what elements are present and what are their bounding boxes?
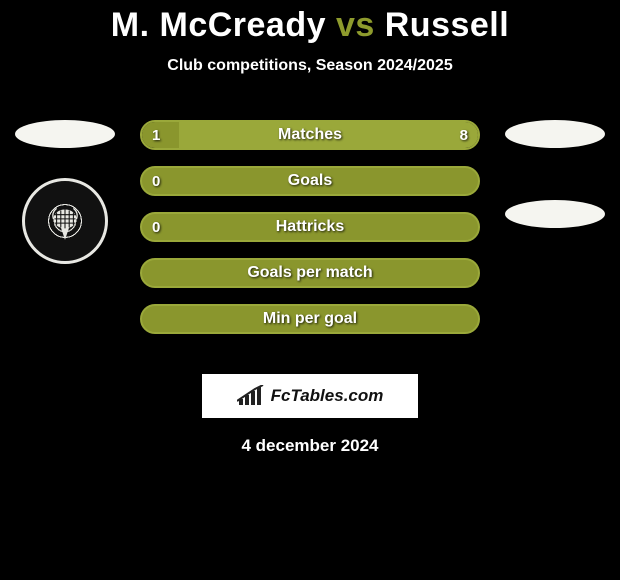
footer-area: FcTables.com 4 december 2024 xyxy=(0,352,620,456)
thistle-icon xyxy=(44,200,86,242)
player1-name: M. McCready xyxy=(111,6,326,44)
bar-value-right: 8 xyxy=(460,122,468,148)
bar-value-left: 0 xyxy=(152,168,160,194)
stat-bars: Matches18Goals0Hattricks0Goals per match… xyxy=(140,120,480,334)
bar-label: Goals per match xyxy=(142,264,478,282)
player-right-photo xyxy=(505,120,605,148)
bar-value-left: 1 xyxy=(152,122,160,148)
bar-label: Matches xyxy=(142,126,478,144)
bar-label: Goals xyxy=(142,172,478,190)
footer-date: 4 december 2024 xyxy=(0,436,620,456)
comparison-card: M. McCready vs Russell Club competitions… xyxy=(0,0,620,75)
stat-bar: Hattricks0 xyxy=(140,212,480,242)
page-title: M. McCready vs Russell xyxy=(0,0,620,45)
player-left-club-badge xyxy=(22,178,108,264)
subtitle: Club competitions, Season 2024/2025 xyxy=(0,57,620,75)
bar-value-left: 0 xyxy=(152,214,160,240)
vs-separator: vs xyxy=(336,6,375,44)
bar-chart-icon xyxy=(237,385,265,407)
player-right-column xyxy=(500,120,610,228)
stat-bar: Goals0 xyxy=(140,166,480,196)
stat-bar: Matches1 8 xyxy=(140,120,480,150)
bar-label: Min per goal xyxy=(142,310,478,328)
bar-label: Hattricks xyxy=(142,218,478,236)
player-left-photo xyxy=(15,120,115,148)
stat-bar: Goals per match xyxy=(140,258,480,288)
brand-text: FcTables.com xyxy=(271,386,384,406)
brand-box[interactable]: FcTables.com xyxy=(202,374,418,418)
player-right-club-badge xyxy=(505,200,605,228)
player-left-column xyxy=(10,120,120,264)
stat-bar: Min per goal xyxy=(140,304,480,334)
player2-name: Russell xyxy=(385,6,509,44)
